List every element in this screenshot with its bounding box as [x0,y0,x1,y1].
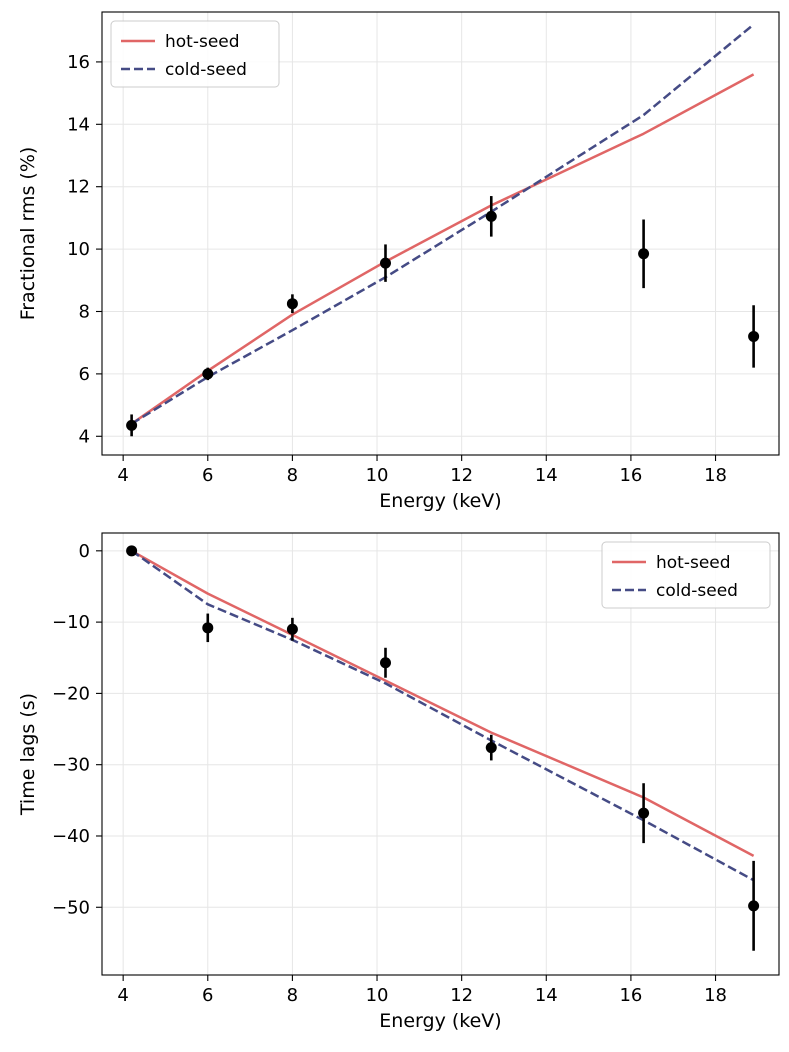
chart-2-y-tick-label: −50 [52,897,90,918]
chart-1-data-point [202,368,214,380]
chart-2-y-axis-label: Time lags (s) [17,693,39,816]
chart-2-data-point [126,545,138,557]
chart-1-x-tick-label: 6 [202,465,213,486]
chart-2-x-axis-label: Energy (keV) [379,1010,501,1032]
chart-2-legend-box [601,541,771,609]
chart-1-data-point [286,298,298,310]
chart-1-y-tick-label: 16 [67,52,90,73]
chart-2-data-point [748,900,760,912]
chart-1-x-tick-label: 16 [619,465,642,486]
chart-2-y-tick-label: −10 [52,612,90,633]
chart-2-x-tick-label: 10 [366,985,389,1006]
chart-2-x-tick-label: 16 [619,985,642,1006]
chart-1-y-tick-label: 4 [79,426,90,447]
chart-1-y-tick-label: 12 [67,177,90,198]
chart-1-frame [101,11,780,456]
chart-1-x-tick-label: 10 [366,465,389,486]
chart-2-x-tick-label: 4 [117,985,128,1006]
chart-2-data-point [638,807,650,819]
chart-1-x-tick-label: 4 [117,465,128,486]
chart-1: 4 6 8 10 12 14 16 18 4 6 8 10 12 14 16 Energy (keV) Frac… [17,11,780,512]
chart-1-data-point [638,248,650,260]
chart-1-x-tick-label: 18 [704,465,727,486]
chart-2-y-tick-label: −40 [52,826,90,847]
chart-1-legend: hot-seed cold-seed [110,20,280,88]
chart-2-x-tick-label: 6 [202,985,213,1006]
chart-2-data-point [202,622,214,634]
chart-2-legend-label-cold-seed: cold-seed [656,581,738,601]
chart-2-y-tick-label: 0 [79,541,90,562]
chart-2-data-point [286,623,298,635]
chart-1-y-tick-label: 10 [67,239,90,260]
chart-1-data-point [379,257,391,269]
chart-2-y-tick-label: −20 [52,683,90,704]
chart-2-x-tick-label: 12 [450,985,473,1006]
chart-2-data-point [485,742,497,754]
chart-2: 4 6 8 10 12 14 16 18 0 −10 −20 −30 −40 −50 Energy (keV… [17,532,780,1032]
chart-1-legend-box [110,20,280,88]
chart-1-data-point [126,419,138,431]
chart-2-frame [101,532,780,976]
chart-2-x-tick-label: 8 [287,985,298,1006]
chart-1-x-tick-label: 8 [287,465,298,486]
chart-1-y-tick-label: 8 [79,301,90,322]
chart-2-data-point [379,657,391,669]
chart-2-legend-label-hot-seed: hot-seed [656,553,731,573]
chart-1-x-tick-label: 12 [450,465,473,486]
chart-1-y-tick-label: 14 [67,114,90,135]
chart-2-x-tick-label: 18 [704,985,727,1006]
chart-1-x-axis-label: Energy (keV) [379,490,501,512]
chart-1-y-tick-label: 6 [79,364,90,385]
chart-2-x-tick-label: 14 [535,985,558,1006]
chart-2-y-tick-label: −30 [52,755,90,776]
chart-1-legend-label-cold-seed: cold-seed [165,60,247,80]
chart-1-legend-label-hot-seed: hot-seed [165,32,240,52]
chart-1-x-tick-label: 14 [535,465,558,486]
chart-1-data-point [748,330,760,342]
chart-2-legend: hot-seed cold-seed [601,541,771,609]
chart-1-y-axis-label: Fractional rms (%) [17,147,39,321]
chart-1-data-point [485,210,497,222]
